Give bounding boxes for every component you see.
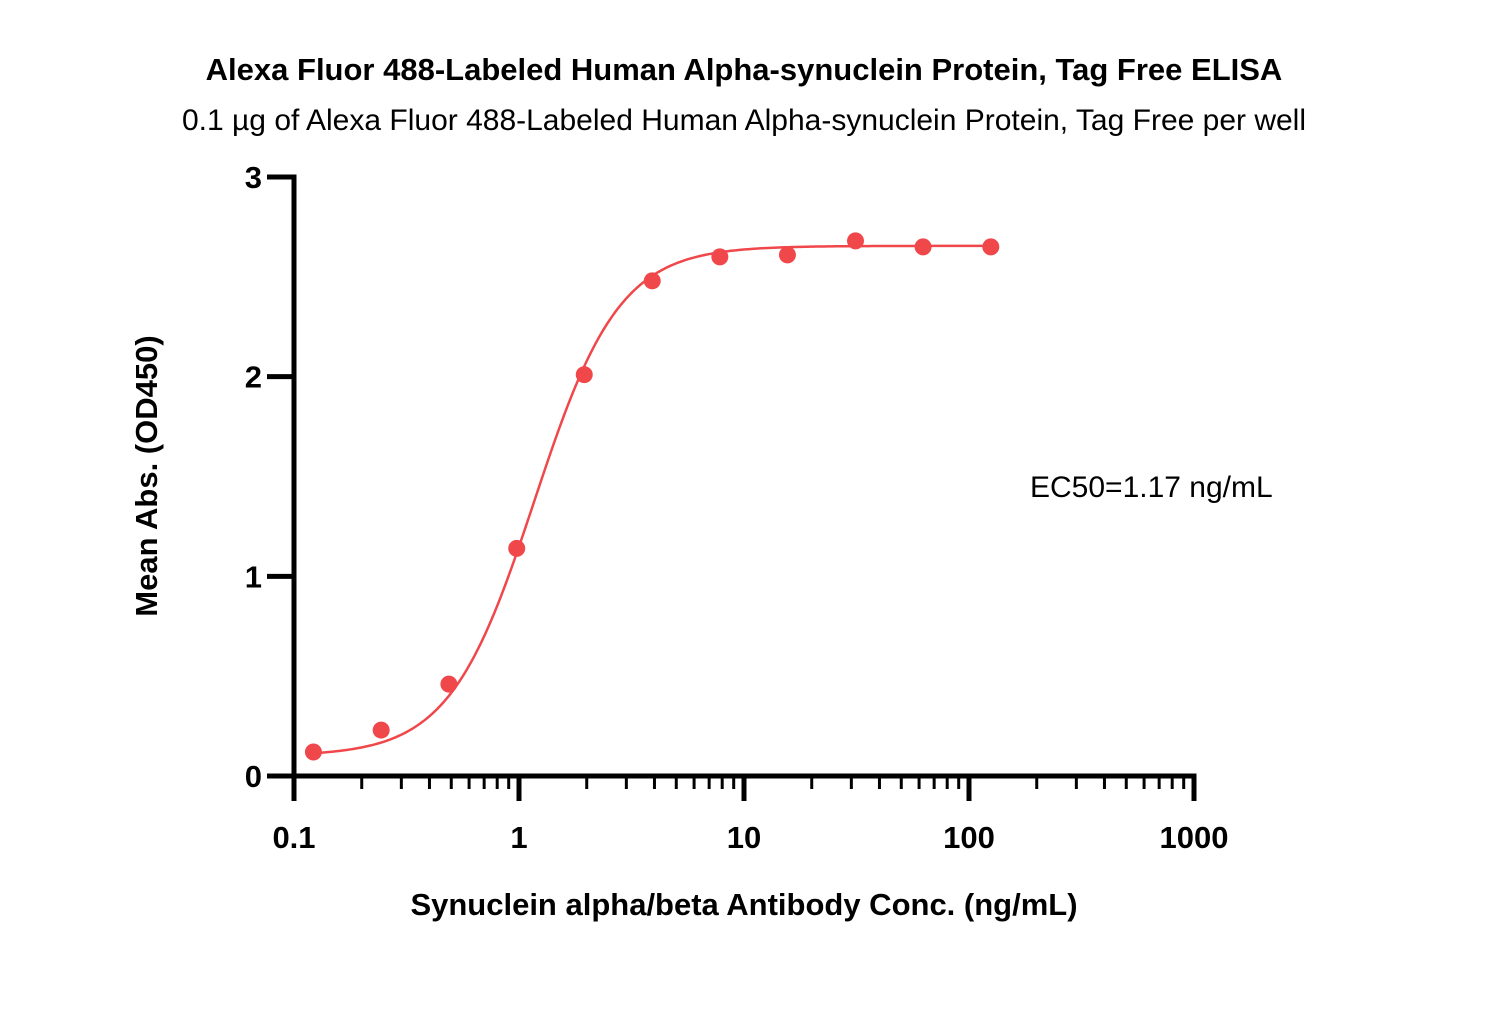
x-tick-label: 10 [727, 820, 761, 855]
y-tick-label: 1 [245, 559, 262, 594]
fit-curve [313, 244, 991, 755]
data-point [982, 238, 1000, 256]
x-axis-label: Synuclein alpha/beta Antibody Conc. (ng/… [410, 887, 1077, 922]
ec50-annotation: EC50=1.17 ng/mL [1030, 471, 1273, 504]
data-point [846, 232, 864, 250]
y-tick-label: 3 [245, 160, 262, 195]
fit-curve-group [313, 244, 991, 755]
chart-subtitle: 0.1 µg of Alexa Fluor 488-Labeled Human … [182, 104, 1306, 137]
data-point [440, 675, 458, 693]
x-tick-label: 1000 [1160, 820, 1229, 855]
y-tick-label: 0 [245, 759, 262, 794]
axes: 0.1 1 10 100 1000 0 1 2 3 [245, 160, 1229, 855]
data-points [304, 232, 1000, 761]
y-axis-label: Mean Abs. (OD450) [129, 335, 164, 616]
data-point [372, 721, 390, 739]
data-point [914, 238, 932, 256]
data-point [643, 272, 661, 290]
x-tick-label: 100 [943, 820, 995, 855]
data-point [711, 248, 729, 266]
x-tick-label: 1 [510, 820, 527, 855]
data-point [304, 743, 322, 761]
data-point [778, 246, 796, 264]
chart-title: Alexa Fluor 488-Labeled Human Alpha-synu… [206, 52, 1283, 87]
data-point [575, 366, 593, 384]
y-tick-label: 2 [245, 360, 262, 395]
x-tick-label: 0.1 [272, 820, 315, 855]
data-point [508, 539, 526, 557]
